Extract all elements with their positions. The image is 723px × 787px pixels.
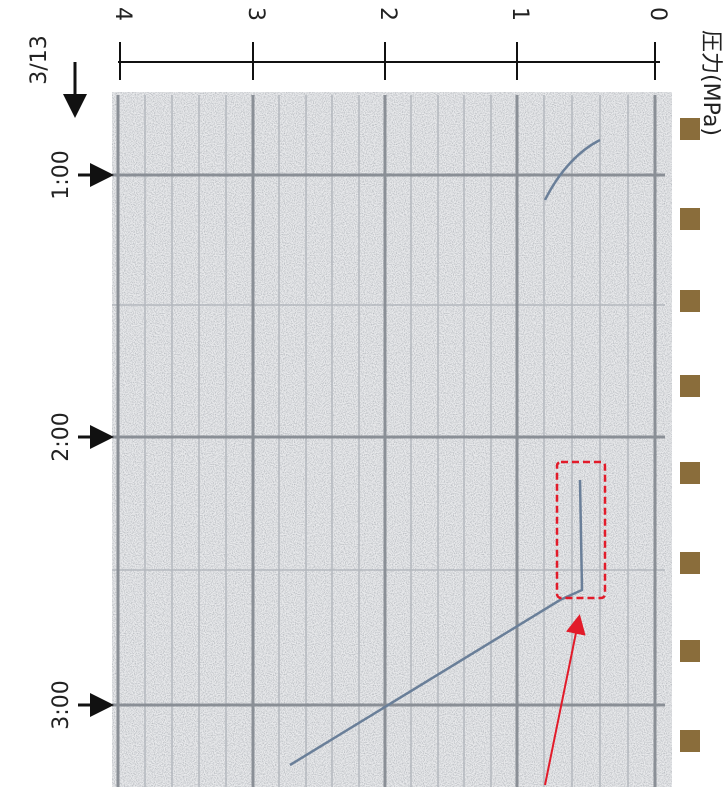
pressure-tick-label: 3 — [243, 7, 268, 21]
sprocket-holes — [680, 118, 700, 752]
time-label: 3:00 — [49, 680, 74, 729]
pressure-axis-label: 圧力(MPa) — [698, 30, 723, 136]
pressure-axis-ticks — [119, 42, 656, 80]
pressure-tick-label: 4 — [110, 7, 135, 21]
date-label: 3/13 — [27, 35, 52, 84]
pressure-tick-label: 1 — [507, 7, 532, 21]
pressure-tick-label: 0 — [645, 7, 670, 21]
pressure-tick-label: 2 — [375, 7, 400, 21]
paper-texture — [112, 92, 672, 787]
highlight-box — [555, 460, 607, 600]
pressure-trace — [289, 138, 601, 767]
minor-grid — [112, 95, 665, 787]
time-label: 2:00 — [49, 412, 74, 461]
time-label: 1:00 — [49, 150, 74, 199]
highlight-arrow — [544, 614, 586, 786]
major-grid — [112, 95, 665, 787]
